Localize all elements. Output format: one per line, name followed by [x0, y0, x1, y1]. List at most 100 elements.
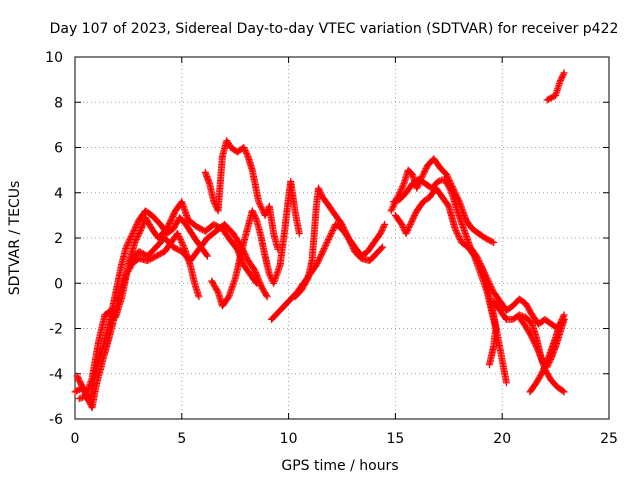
marker-10-81: [455, 233, 463, 240]
marker-10-15: [404, 227, 411, 234]
marker-5-83: [250, 211, 258, 219]
marker-8-51: [421, 168, 429, 176]
y-tick-label-5: 4: [54, 186, 63, 202]
marker-13-16: [529, 335, 537, 343]
marker-8-12: [396, 189, 404, 197]
marker-9-49: [446, 185, 454, 193]
marker-10-21: [408, 217, 416, 225]
y-tick-label-4: 2: [54, 231, 63, 247]
marker-10-16: [404, 225, 412, 233]
marker-6-122: [380, 222, 388, 230]
y-tick-label-1: -4: [49, 367, 63, 383]
marker-3-137: [263, 293, 271, 301]
marker-14-49: [557, 317, 565, 325]
marker-7-139: [378, 244, 385, 252]
marker-2-119: [134, 231, 142, 239]
marker-7-105: [343, 231, 351, 239]
marker-6-51: [317, 252, 325, 260]
marker-6-60: [323, 239, 331, 246]
marker-8-0: [387, 207, 395, 215]
marker-6-48: [315, 257, 322, 265]
marker-13-22: [533, 344, 541, 352]
marker-8-14: [397, 186, 405, 194]
marker-6-67: [328, 228, 336, 236]
marker-3-136: [262, 291, 270, 299]
marker-6-56: [320, 245, 328, 253]
marker-14-47: [556, 320, 564, 328]
marker-11-7: [482, 272, 490, 280]
marker-6-47: [314, 258, 322, 266]
data-marks: [71, 69, 568, 412]
x-tick-label-1: 5: [177, 431, 186, 447]
marker-2-116: [132, 236, 140, 243]
marker-15-7: [552, 90, 560, 98]
marker-10-168: [485, 361, 493, 369]
marker-10-24: [410, 213, 418, 221]
marker-7-109: [346, 237, 354, 245]
marker-0-123: [127, 233, 135, 240]
marker-14-53: [560, 311, 568, 319]
marker-10-14: [403, 228, 411, 236]
marker-8-53: [422, 165, 430, 173]
marker-11-14: [487, 282, 495, 290]
marker-10-76: [451, 225, 459, 233]
marker-7-112: [348, 242, 356, 249]
marker-10-23: [409, 214, 417, 222]
marker-2-118: [134, 233, 142, 240]
marker-0-128: [131, 225, 139, 233]
marker-7-99: [339, 222, 347, 230]
marker-8-41: [414, 183, 421, 191]
marker-11-3: [479, 266, 487, 274]
marker-0-119: [124, 239, 132, 246]
marker-1-161: [179, 242, 187, 249]
marker-3-109: [243, 254, 251, 262]
marker-4-90: [243, 151, 251, 159]
marker-13-14: [527, 332, 535, 340]
marker-10-18: [406, 222, 414, 230]
marker-0-116: [122, 243, 130, 251]
marker-1-159: [178, 239, 186, 246]
x-axis-ticks: 0 5 10 15 20 25: [71, 57, 618, 447]
marker-6-69: [330, 225, 337, 233]
marker-4-89: [243, 150, 251, 157]
marker-11-10: [484, 276, 492, 284]
series-track-15: [526, 311, 568, 396]
marker-7-100: [339, 223, 347, 231]
marker-6-68: [329, 227, 337, 234]
y-axis-ticks: -6 -4 -2 0 2 4 6 8 10: [45, 50, 609, 428]
marker-2-117: [133, 234, 141, 242]
marker-0-124: [128, 231, 136, 239]
marker-7-108: [345, 236, 353, 243]
marker-13-21: [532, 343, 540, 351]
marker-6-121: [379, 223, 387, 231]
marker-4-85: [240, 144, 248, 151]
marker-7-98: [338, 220, 346, 228]
y-tick-label-7: 8: [54, 95, 63, 111]
marker-14-30: [547, 346, 555, 354]
marker-0-117: [123, 242, 131, 249]
marker-8-126: [488, 238, 496, 246]
marker-1-153: [174, 230, 181, 237]
marker-7-107: [344, 234, 352, 242]
marker-0-127: [130, 227, 138, 234]
marker-7-75: [317, 190, 325, 198]
x-tick-label-5: 25: [600, 431, 618, 447]
marker-6-119: [378, 227, 386, 234]
marker-0-204: [203, 252, 211, 260]
marker-15-15: [557, 76, 565, 84]
marker-7-102: [341, 227, 349, 234]
marker-7-114: [349, 245, 357, 253]
marker-8-49: [419, 171, 427, 179]
marker-6-58: [322, 242, 330, 249]
marker-10-83: [456, 236, 464, 243]
series-track-5: [201, 137, 282, 253]
marker-8-2: [389, 204, 397, 212]
marker-5-80: [248, 207, 256, 215]
marker-11-4: [480, 267, 488, 275]
marker-11-1: [478, 263, 486, 271]
marker-15-18: [559, 72, 567, 80]
marker-5-121: [265, 270, 273, 278]
marker-10-78: [453, 228, 461, 236]
marker-11-5: [480, 269, 488, 277]
marker-5-225: [295, 230, 303, 237]
